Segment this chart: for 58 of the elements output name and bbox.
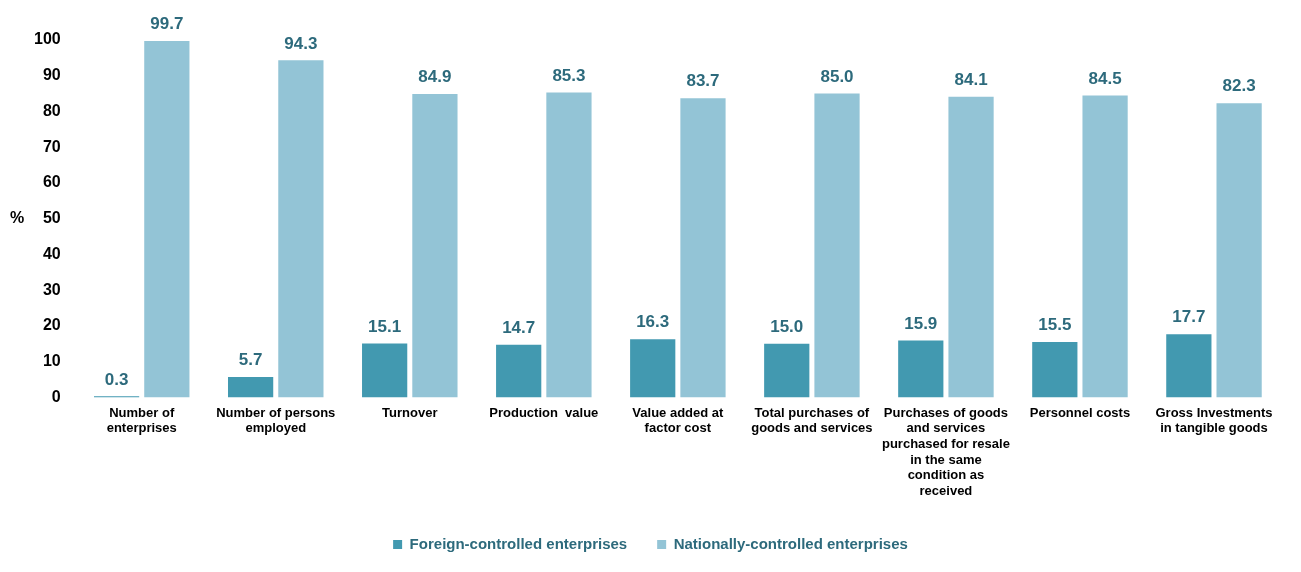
y-tick-label: 60 bbox=[42, 173, 61, 191]
data-label: 84.1 bbox=[954, 70, 988, 90]
bar bbox=[144, 41, 190, 398]
data-label: 84.5 bbox=[1088, 68, 1122, 88]
bar bbox=[278, 60, 324, 398]
y-tick-label: 50 bbox=[42, 209, 61, 227]
data-label: 84.9 bbox=[418, 67, 452, 87]
data-label: 14.7 bbox=[502, 318, 536, 338]
bar bbox=[680, 98, 726, 398]
data-label: 5.7 bbox=[238, 350, 263, 370]
x-tick-label: Value added at factor cost bbox=[632, 404, 725, 436]
y-tick-label: 100 bbox=[33, 30, 61, 48]
bar bbox=[228, 377, 274, 398]
y-tick-label: 30 bbox=[42, 280, 61, 298]
data-label: 15.9 bbox=[904, 313, 938, 333]
y-tick-label: 70 bbox=[42, 137, 61, 155]
bar bbox=[362, 343, 408, 398]
legend-label: Foreign-controlled enterprises bbox=[409, 534, 628, 552]
y-axis-title: % bbox=[10, 209, 25, 227]
x-tick-label: Production value bbox=[489, 404, 599, 420]
y-tick-label: 10 bbox=[42, 352, 61, 370]
bar bbox=[1032, 342, 1078, 398]
bar bbox=[630, 339, 676, 398]
data-label: 83.7 bbox=[686, 71, 720, 91]
data-label: 0.3 bbox=[104, 369, 129, 389]
y-tick-label: 0 bbox=[51, 387, 61, 405]
y-tick-label: 80 bbox=[42, 101, 61, 119]
bar bbox=[496, 344, 542, 398]
y-tick-label: 90 bbox=[42, 66, 61, 84]
bar bbox=[898, 340, 944, 398]
bar bbox=[546, 92, 592, 398]
data-label: 15.0 bbox=[770, 316, 804, 336]
x-tick-label: Total purchases of goods and services bbox=[751, 404, 873, 436]
data-label: 85.3 bbox=[552, 65, 586, 85]
data-label: 82.3 bbox=[1222, 76, 1256, 96]
bar bbox=[1082, 95, 1128, 398]
bar bbox=[948, 96, 994, 398]
x-tick-label: Number of enterprises bbox=[106, 404, 177, 436]
y-tick-label: 40 bbox=[42, 244, 61, 262]
bar bbox=[1166, 334, 1212, 398]
x-tick-label: Turnover bbox=[382, 404, 438, 420]
legend-label: Nationally-controlled enterprises bbox=[673, 534, 908, 552]
x-tick-label: Purchases of goods and services purchased for resale in the same condition as received bbox=[881, 404, 1010, 498]
data-label: 15.1 bbox=[368, 316, 402, 336]
x-tick-label: Personnel costs bbox=[1029, 404, 1131, 420]
bar bbox=[814, 93, 860, 398]
data-label: 85.0 bbox=[820, 66, 854, 86]
x-tick-label: Gross Investments in tangible goods bbox=[1155, 404, 1273, 436]
data-label: 99.7 bbox=[150, 14, 184, 34]
data-label: 16.3 bbox=[636, 312, 670, 332]
data-label: 17.7 bbox=[1172, 307, 1206, 327]
data-label: 15.5 bbox=[1038, 315, 1072, 335]
y-tick-label: 20 bbox=[42, 316, 61, 334]
bar bbox=[764, 343, 810, 398]
data-label: 94.3 bbox=[284, 33, 318, 53]
bar bbox=[1216, 103, 1262, 398]
x-tick-label: Number of persons employed bbox=[216, 404, 336, 436]
bar bbox=[412, 93, 458, 398]
